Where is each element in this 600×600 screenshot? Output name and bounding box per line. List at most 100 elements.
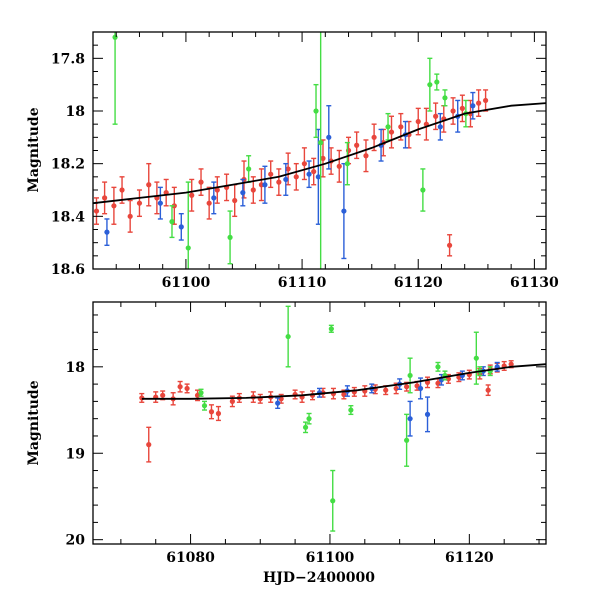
red-data-point [93,208,100,214]
blue-data-point [315,174,321,180]
green-data-point [434,79,440,85]
bottom-panel-marks [139,305,546,532]
red-data-point [146,182,152,188]
top-panel: 61100 61110 61120 61130 17.8 18 18.2 18.4 18.6 M… [26,31,559,291]
red-data-point [450,108,456,114]
red-data-point [485,387,491,393]
red-data-point [146,442,152,448]
red-data-point [363,153,369,159]
red-data-point [354,142,360,148]
y-tick-label: 18 [66,360,85,376]
green-data-point [185,245,191,251]
green-data-point [344,161,350,167]
top-panel-marks [93,32,546,269]
red-data-point [285,166,291,172]
y-tick-label: 19 [66,446,85,462]
top-plot-area [93,32,546,269]
y-tick-label: 20 [66,533,86,549]
red-data-point [404,384,410,390]
red-data-point [398,124,404,130]
green-data-point [246,166,252,172]
blue-data-point [275,400,281,406]
green-data-point [201,403,208,409]
red-data-point [250,187,256,193]
blue-data-point [470,103,476,109]
red-data-point [229,398,235,404]
green-data-point [112,34,118,40]
red-data-point [268,171,274,177]
red-data-point [215,410,222,417]
red-data-point [383,387,389,393]
red-data-point [127,213,133,219]
x-tick-label: 61100 [162,275,211,291]
green-data-point [227,234,233,240]
blue-data-point [417,385,424,392]
red-data-point [388,129,395,135]
green-data-point [442,95,448,101]
green-data-point [385,124,391,130]
x-tick-label: 61120 [445,550,494,566]
x-tick-label: 61110 [278,275,327,291]
red-data-point [206,200,212,206]
blue-data-point [104,229,110,235]
y-tick-label: 18.6 [51,262,85,278]
green-data-point [330,498,336,504]
green-data-point [285,333,291,340]
blue-data-point [262,182,268,188]
red-data-point [232,197,238,204]
model-curve [141,363,546,400]
bottom-x-axis-title: HJD−2400000 [263,570,375,586]
blue-data-point [326,134,332,140]
red-data-point [198,179,204,185]
blue-data-point [178,224,184,230]
x-tick-label: 61100 [306,550,355,566]
bottom-plot-area [139,305,546,532]
green-data-point [169,219,175,225]
blue-data-point [341,208,347,214]
top-panel-axes: 61100 61110 61120 61130 17.8 18 18.2 18.4 18.6 [51,31,559,291]
red-data-point [136,200,143,206]
green-data-point [348,407,354,413]
red-data-point [371,134,377,140]
top-y-axis-title: Magnitude [26,107,42,192]
red-data-point [508,361,514,367]
red-data-point [415,118,421,125]
green-data-point [313,108,319,114]
bottom-y-axis-title: Magnitude [26,380,42,465]
blue-data-point [240,190,246,196]
green-data-point [404,437,410,443]
red-data-point [476,100,482,106]
y-tick-label: 18 [66,104,85,120]
x-tick-label: 61120 [394,275,443,291]
red-data-point [459,105,465,111]
blue-data-point [283,176,289,183]
red-data-point [393,385,399,392]
red-data-point [111,203,117,209]
x-tick-label: 61080 [166,550,215,566]
green-data-point [407,372,413,379]
red-data-point [276,179,282,185]
red-data-point [446,242,453,248]
red-data-point [189,192,195,198]
model-curve [93,102,546,205]
y-tick-label: 18.2 [51,157,85,173]
y-tick-label: 17.8 [51,51,85,67]
green-data-point [427,82,433,88]
green-data-point [198,390,204,396]
blue-data-point [306,171,312,177]
top-panel-frame [92,31,547,270]
y-tick-label: 18.4 [51,209,85,225]
red-data-point [214,187,220,193]
red-data-point [293,174,299,180]
green-data-point [328,326,334,332]
green-data-point [420,187,426,193]
red-data-point [320,155,326,161]
red-data-point [311,168,317,175]
bottom-panel-axes: 61080 61100 61120 18 19 20 [66,302,546,566]
green-data-point [302,424,309,430]
red-data-point [160,392,166,398]
red-data-point [102,195,108,201]
green-data-point [318,140,324,146]
green-data-point [306,416,312,422]
